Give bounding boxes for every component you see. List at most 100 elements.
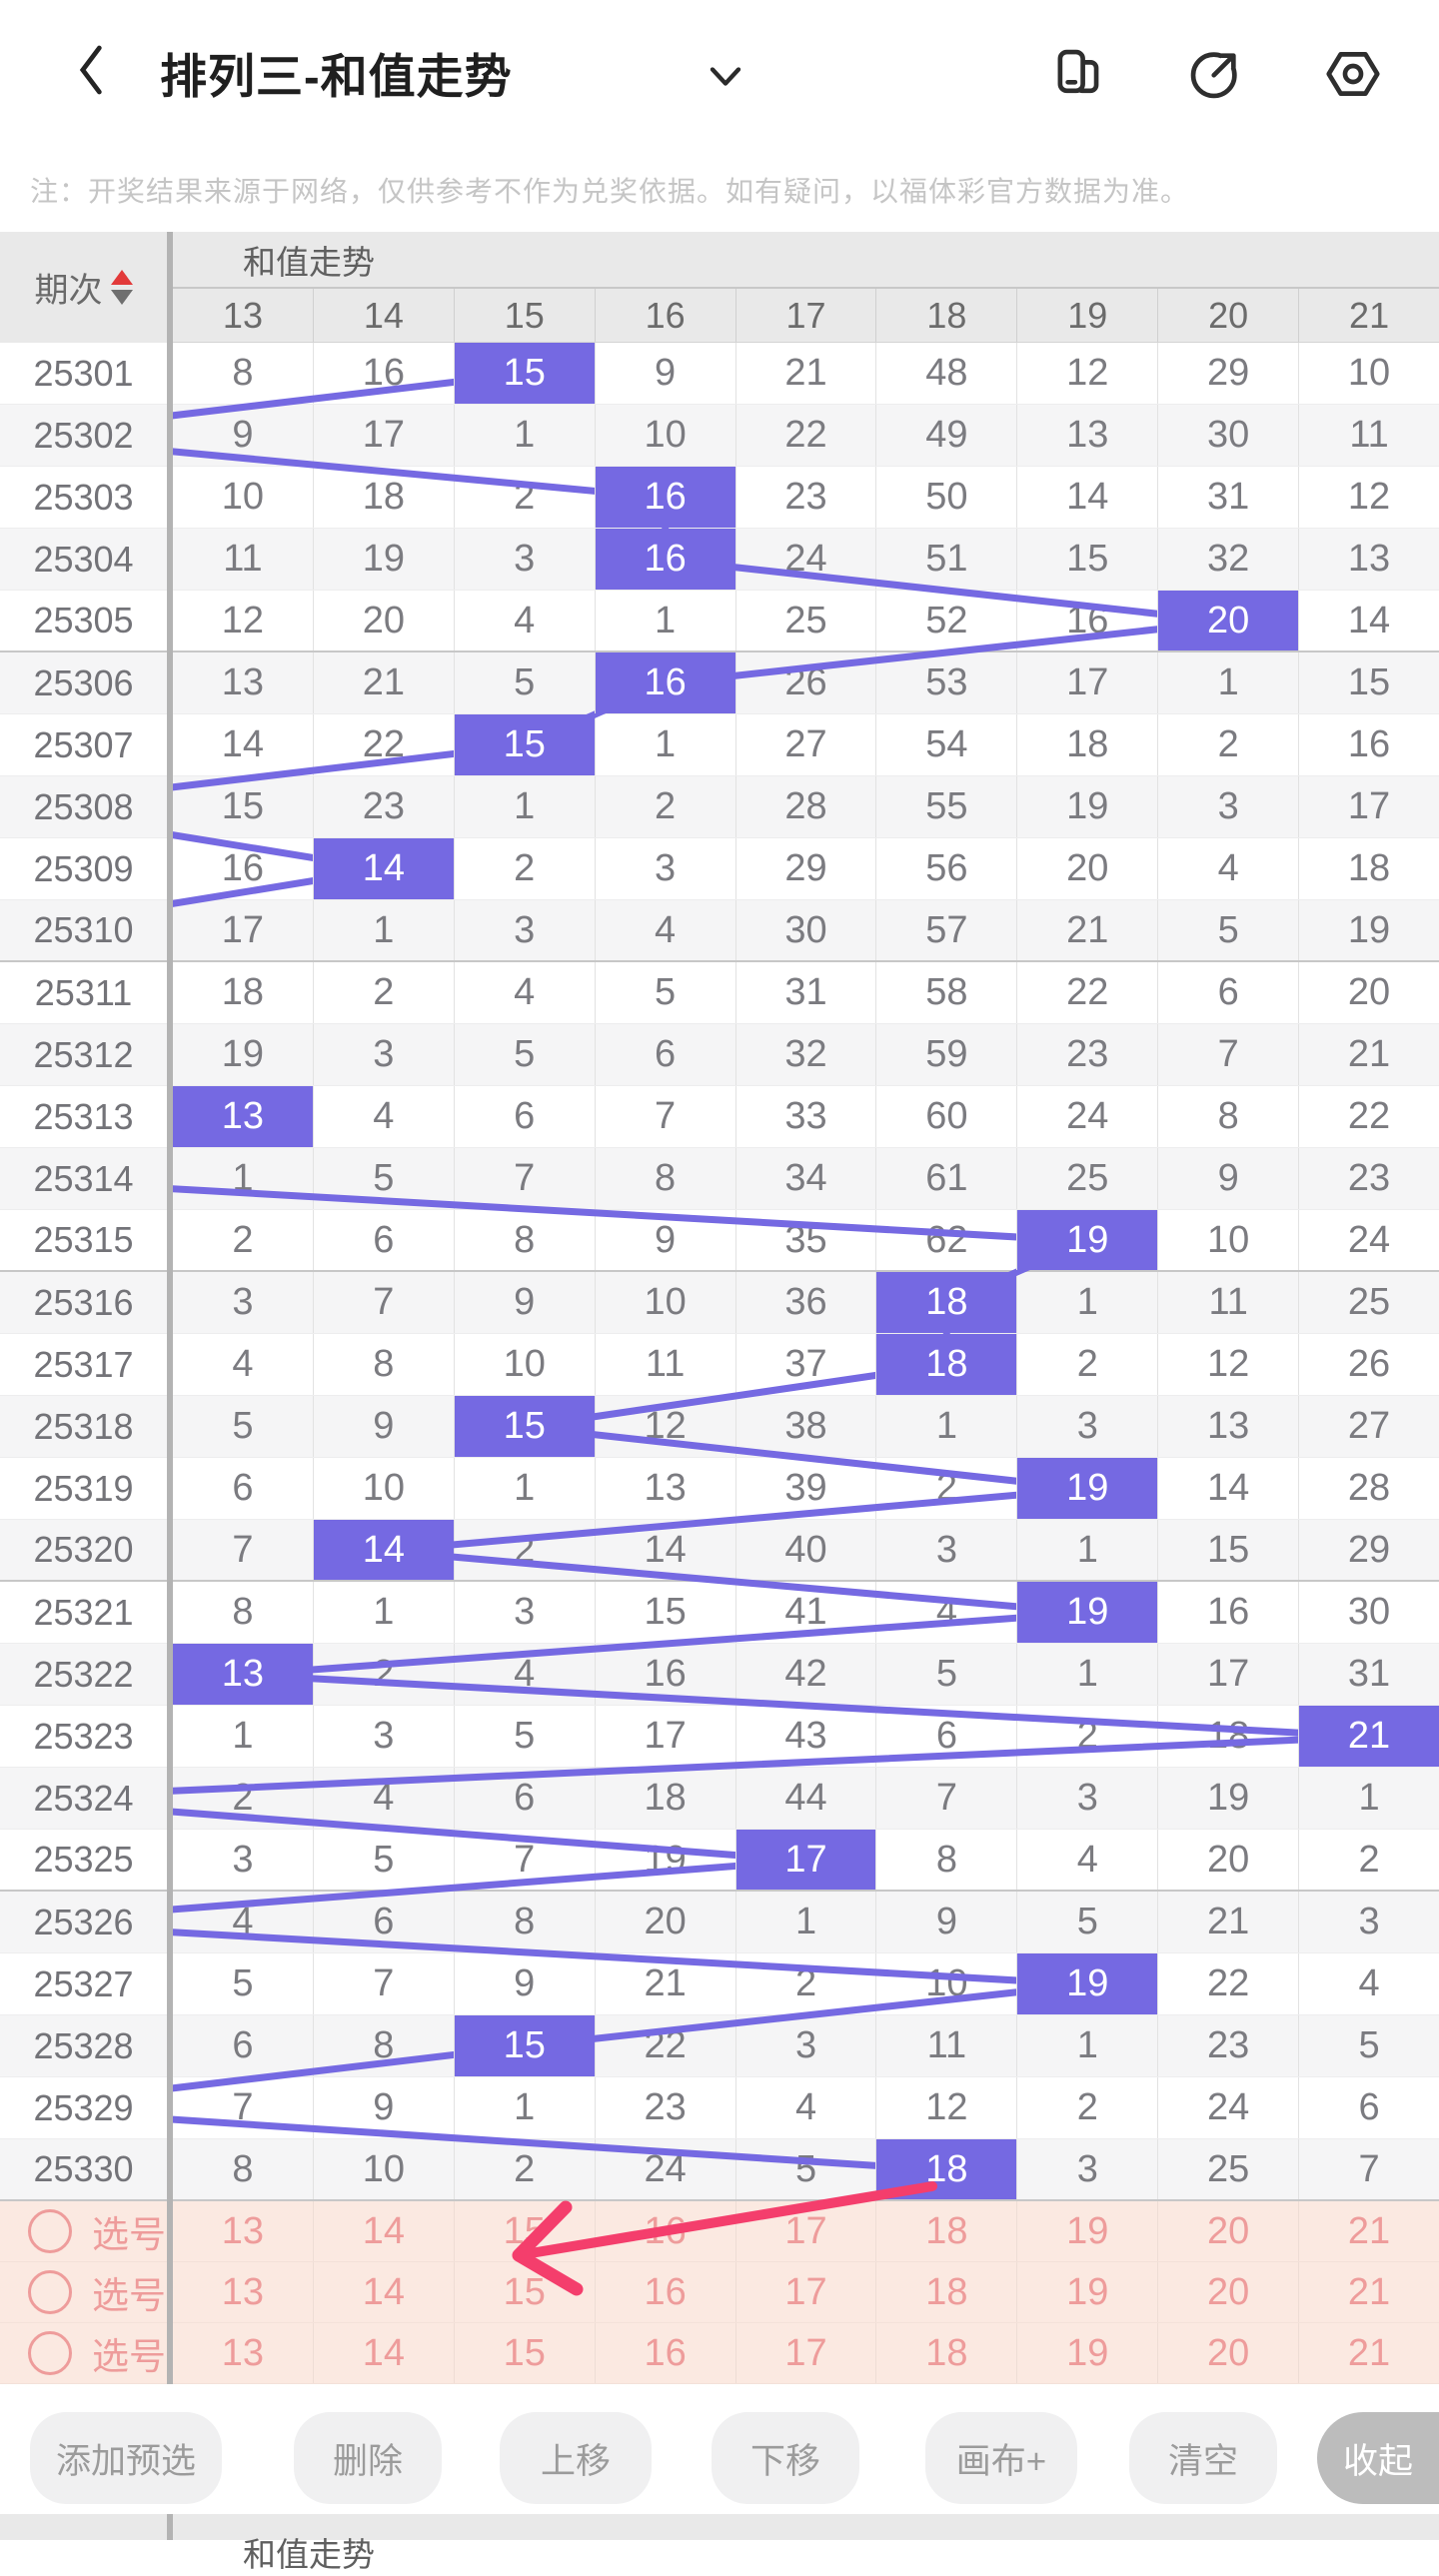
trend-cell: 59 bbox=[875, 1024, 1016, 1085]
trend-cell: 27 bbox=[734, 714, 876, 775]
trend-cell: 36 bbox=[734, 1272, 876, 1333]
trend-cell: 3 bbox=[312, 1024, 454, 1085]
selection-number-cell[interactable]: 18 bbox=[875, 2323, 1016, 2383]
toolbar-button-3[interactable]: 上移 bbox=[500, 2412, 652, 2504]
selection-number-cell[interactable]: 19 bbox=[1016, 2323, 1157, 2383]
trend-cell: 50 bbox=[875, 467, 1016, 528]
trend-cell: 11 bbox=[594, 1334, 735, 1395]
trend-cell: 19 bbox=[1298, 900, 1439, 960]
trend-cell: 31 bbox=[1298, 1644, 1439, 1705]
toolbar-button-1[interactable]: 添加预选 bbox=[30, 2412, 222, 2504]
column-header: 15 bbox=[453, 289, 595, 342]
period-cell: 25326 bbox=[33, 1901, 134, 1942]
selection-number-cell[interactable]: 21 bbox=[1298, 2201, 1439, 2261]
trend-cell: 17 bbox=[1016, 652, 1157, 713]
group-header: 和值走势 bbox=[173, 232, 1439, 289]
back-icon[interactable] bbox=[62, 30, 122, 110]
trend-cell: 16 bbox=[221, 847, 265, 889]
trend-cell: 18 bbox=[1157, 1706, 1298, 1767]
toolbar-button-5[interactable]: 画布+ bbox=[925, 2412, 1077, 2504]
trend-cell: 41 bbox=[734, 1582, 876, 1643]
window-switch-icon[interactable] bbox=[1047, 42, 1111, 106]
trend-cell-hit: 16 bbox=[594, 467, 735, 528]
trend-cell: 8 bbox=[594, 1148, 735, 1209]
trend-cell: 10 bbox=[594, 405, 735, 466]
selection-number-cell[interactable]: 19 bbox=[1016, 2262, 1157, 2322]
selection-number-cell[interactable]: 20 bbox=[1157, 2201, 1298, 2261]
table-row: 25328 6 8 15 22 3 11 1 23 5 bbox=[0, 2015, 1439, 2077]
selection-number-cell[interactable]: 14 bbox=[312, 2323, 454, 2383]
trend-cell: 5 bbox=[1016, 1892, 1157, 1952]
selection-radio[interactable] bbox=[28, 2209, 72, 2253]
trend-cell: 3 bbox=[453, 900, 595, 960]
selection-number-cell[interactable]: 14 bbox=[312, 2262, 454, 2322]
trend-cell: 9 bbox=[453, 1953, 595, 2014]
trend-cell: 4 bbox=[312, 1086, 454, 1147]
trend-cell: 30 bbox=[1298, 1582, 1439, 1643]
trend-cell: 8 bbox=[232, 1591, 254, 1633]
selection-radio[interactable] bbox=[28, 2331, 72, 2375]
table-row: 25312 19 3 5 6 32 59 23 7 21 bbox=[0, 1024, 1439, 1086]
selection-number-cell[interactable]: 16 bbox=[594, 2323, 735, 2383]
toolbar-button-7[interactable]: 收起 bbox=[1317, 2412, 1439, 2504]
trend-cell: 4 bbox=[1298, 1953, 1439, 2014]
trend-cell: 11 bbox=[875, 2015, 1016, 2076]
trend-cell: 6 bbox=[232, 1467, 254, 1509]
next-group-header-label: 和值走势 bbox=[243, 2536, 375, 2573]
sort-icons[interactable] bbox=[110, 270, 133, 305]
selection-number-cell[interactable]: 15 bbox=[453, 2201, 595, 2261]
chevron-down-icon[interactable] bbox=[694, 44, 757, 108]
selection-number-cell[interactable]: 20 bbox=[1157, 2262, 1298, 2322]
selection-number-cell[interactable]: 20 bbox=[1157, 2323, 1298, 2383]
selection-number-cell[interactable]: 15 bbox=[453, 2262, 595, 2322]
trend-cell: 23 bbox=[734, 467, 876, 528]
trend-cell: 3 bbox=[1298, 1892, 1439, 1952]
trend-cell: 7 bbox=[232, 1528, 254, 1571]
sort-asc-icon[interactable] bbox=[110, 270, 133, 285]
trend-cell: 3 bbox=[232, 1281, 254, 1323]
trend-cell: 48 bbox=[875, 343, 1016, 404]
selection-number-cell[interactable]: 18 bbox=[875, 2262, 1016, 2322]
selection-number-cell[interactable]: 15 bbox=[453, 2323, 595, 2383]
selection-number-cell[interactable]: 17 bbox=[734, 2201, 876, 2261]
trend-cell: 20 bbox=[1016, 838, 1157, 899]
selection-number-cell[interactable]: 17 bbox=[734, 2262, 876, 2322]
selection-number-cell[interactable]: 18 bbox=[875, 2201, 1016, 2261]
selection-number-cell[interactable]: 13 bbox=[221, 2270, 265, 2313]
trend-cell: 2 bbox=[1016, 1334, 1157, 1395]
table-row: 25304 11 19 3 16 24 51 15 32 13 bbox=[0, 529, 1439, 591]
toolbar-button-2[interactable]: 删除 bbox=[294, 2412, 442, 2504]
selection-number-cell[interactable]: 13 bbox=[221, 2209, 265, 2252]
trend-cell: 13 bbox=[221, 661, 265, 703]
selection-number-cell[interactable]: 16 bbox=[594, 2201, 735, 2261]
period-column-header[interactable]: 期次 bbox=[0, 232, 167, 343]
selection-label: 选号 bbox=[92, 2275, 166, 2316]
selection-number-cell[interactable]: 19 bbox=[1016, 2201, 1157, 2261]
trend-cell: 3 bbox=[312, 1706, 454, 1767]
trend-cell: 4 bbox=[734, 2077, 876, 2138]
settings-icon[interactable] bbox=[1321, 42, 1385, 106]
period-cell: 25323 bbox=[33, 1715, 134, 1757]
trend-cell: 5 bbox=[312, 1830, 454, 1890]
trend-cell: 7 bbox=[1298, 2139, 1439, 2199]
toolbar-button-6[interactable]: 清空 bbox=[1129, 2412, 1277, 2504]
selection-number-cell[interactable]: 21 bbox=[1298, 2262, 1439, 2322]
toolbar-button-4[interactable]: 下移 bbox=[712, 2412, 859, 2504]
trend-cell: 2 bbox=[312, 1644, 454, 1705]
trend-cell: 8 bbox=[232, 352, 254, 394]
selection-number-cell[interactable]: 17 bbox=[734, 2323, 876, 2383]
selection-radio[interactable] bbox=[28, 2270, 72, 2314]
trend-cell: 9 bbox=[594, 343, 735, 404]
selection-number-cell[interactable]: 16 bbox=[594, 2262, 735, 2322]
trend-cell-hit: 13 bbox=[173, 1086, 313, 1147]
column-header: 17 bbox=[734, 289, 876, 342]
trend-cell: 23 bbox=[594, 2077, 735, 2138]
selection-number-cell[interactable]: 13 bbox=[221, 2331, 265, 2374]
table-row: 25327 5 7 9 21 2 10 19 22 4 bbox=[0, 1953, 1439, 2015]
selection-number-cell[interactable]: 21 bbox=[1298, 2323, 1439, 2383]
trend-cell: 2 bbox=[232, 1218, 254, 1261]
share-icon[interactable] bbox=[1183, 42, 1247, 106]
sort-desc-icon[interactable] bbox=[110, 290, 133, 305]
table-row: 25315 2 6 8 9 35 62 19 10 24 bbox=[0, 1210, 1439, 1272]
selection-number-cell[interactable]: 14 bbox=[312, 2201, 454, 2261]
